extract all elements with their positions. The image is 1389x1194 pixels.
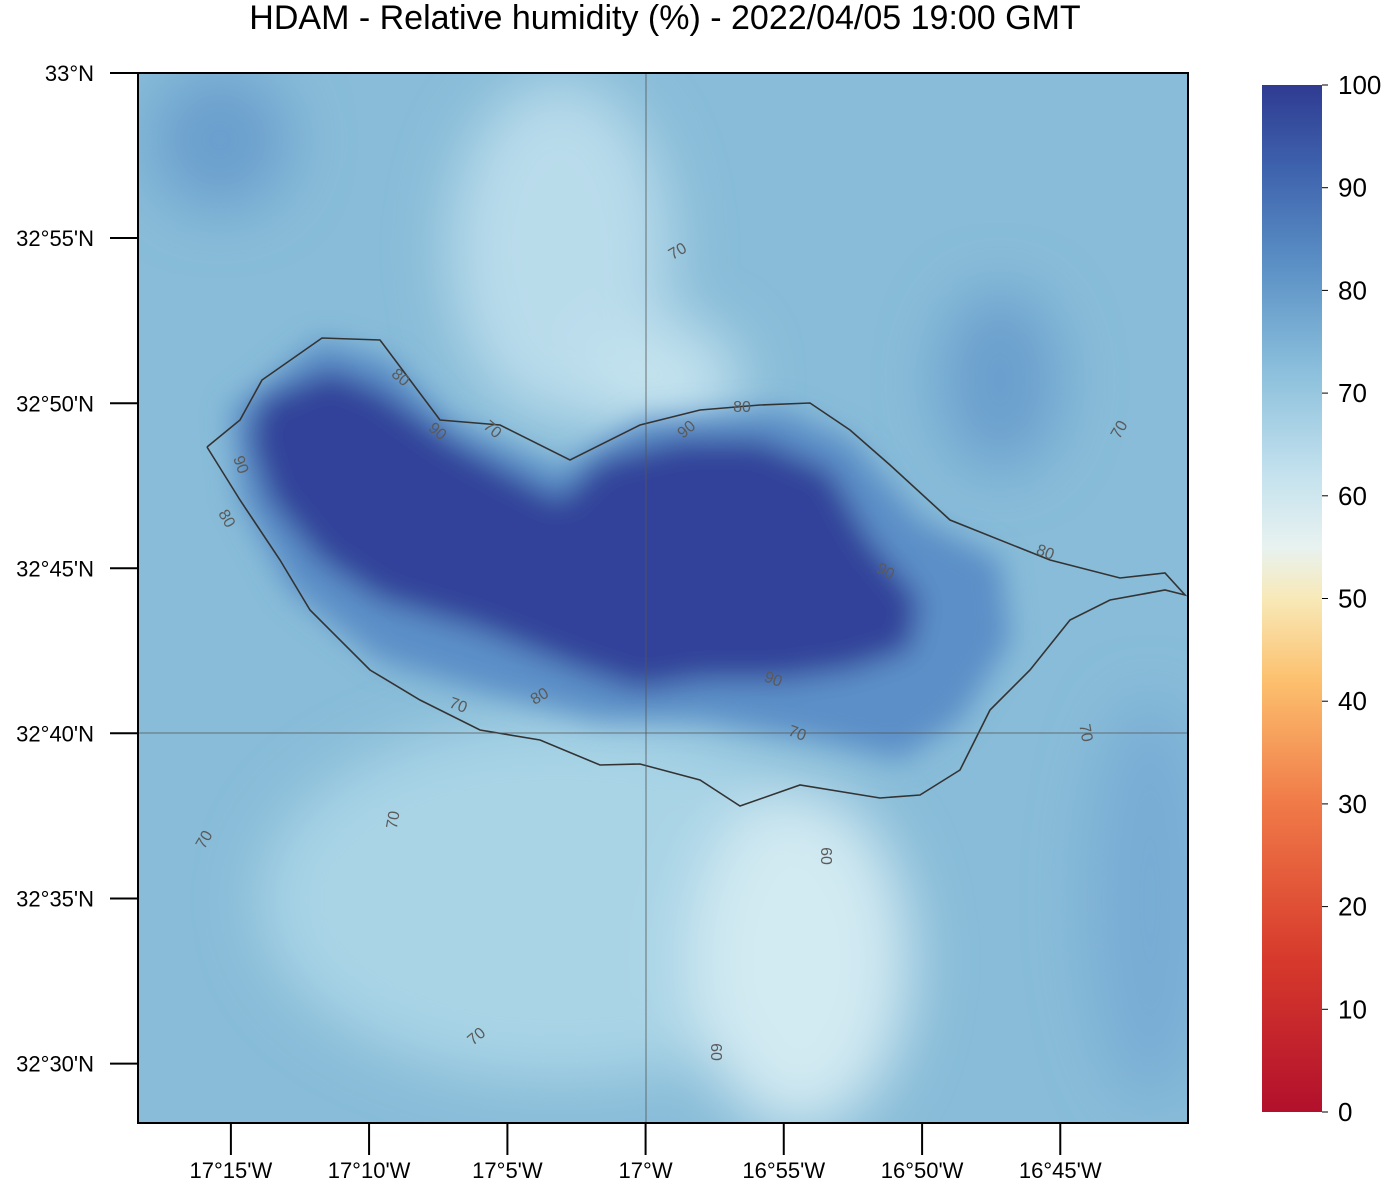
x-tick-label: 17°5'W [472, 1158, 543, 1183]
colorbar-tick-label: 100 [1338, 70, 1381, 100]
x-tick-label: 17°15'W [190, 1158, 273, 1183]
y-tick-label: 32°50'N [16, 391, 94, 416]
axes: 17°15'W 17°10'W 17°5'W 17°W 16°55'W 16°50'W 16… [16, 61, 1102, 1183]
contour-label: 70 [384, 810, 404, 831]
contour-label: 90 [873, 560, 897, 584]
coastline [206, 337, 1188, 807]
colorbar-tick-label: 70 [1338, 378, 1367, 408]
colorbar-tick-label: 20 [1338, 892, 1367, 922]
y-tick-label: 32°55'N [16, 226, 94, 251]
contour-label: 70 [447, 695, 470, 717]
colorbar-tick-label: 0 [1338, 1097, 1352, 1127]
contour-label: 70 [786, 723, 809, 745]
contour-label: 70 [193, 828, 217, 852]
contour-label: 80 [214, 507, 238, 531]
y-tick-label: 32°35'N [16, 887, 94, 912]
colorbar-tick-label: 10 [1338, 994, 1367, 1024]
colorbar-ticks: 0 10 20 30 40 50 60 70 80 90 100 [1322, 70, 1381, 1127]
y-tick-label: 33°N [45, 61, 94, 86]
colorbar-tick-label: 80 [1338, 275, 1367, 305]
x-tick-label: 16°55'W [742, 1158, 825, 1183]
y-tick-label: 32°45'N [16, 556, 94, 581]
contour-label: 80 [1034, 542, 1057, 564]
x-tick-label: 17°10'W [328, 1158, 411, 1183]
plot-frame [137, 72, 1189, 1124]
y-tick-label: 32°40'N [16, 721, 94, 746]
colorbar-tick-label: 90 [1338, 173, 1367, 203]
x-tick-label: 16°45'W [1019, 1158, 1102, 1183]
contour-label: 60 [817, 847, 834, 865]
contour-label: 90 [229, 454, 251, 477]
contour-label: 90 [762, 669, 785, 691]
x-tick-label: 17°W [619, 1158, 673, 1183]
contour-label: 80 [528, 685, 552, 709]
colorbar-tick-label: 40 [1338, 686, 1367, 716]
contour-label: 70 [1075, 723, 1095, 744]
contour-label: 70 [1108, 418, 1132, 442]
colorbar-tick-label: 60 [1338, 481, 1367, 511]
colorbar-tick-label: 50 [1338, 584, 1367, 614]
colorbar-tick-label: 30 [1338, 789, 1367, 819]
contour-label: 60 [707, 1043, 724, 1061]
contour-label: 70 [666, 240, 690, 264]
colorbar [1262, 85, 1322, 1112]
x-tick-label: 16°50'W [881, 1158, 964, 1183]
y-tick-label: 32°30'N [16, 1052, 94, 1077]
contour-label: 80 [733, 399, 751, 416]
title: HDAM - Relative humidity (%) - 2022/04/0… [249, 0, 1080, 37]
